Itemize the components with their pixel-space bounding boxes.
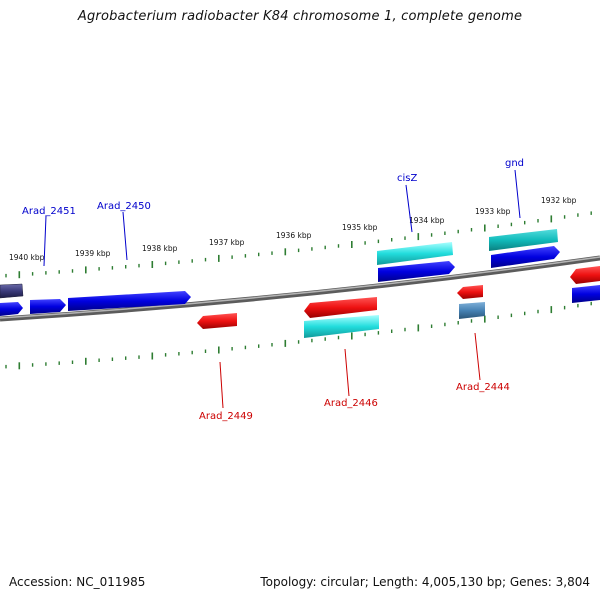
label-leaders <box>43 169 521 409</box>
gene-blue-right[interactable] <box>572 285 600 303</box>
label-arad-2446: Arad_2446 <box>324 398 378 409</box>
leader-arad-2449 <box>219 361 224 409</box>
reverse-genes <box>197 266 600 338</box>
outer-tick-track <box>5 211 592 279</box>
leader-cisz <box>405 184 413 233</box>
tick-label-1933: 1933 kbp <box>475 207 511 216</box>
gene-dark-left[interactable] <box>0 283 24 299</box>
tick-label-1939: 1939 kbp <box>75 249 111 258</box>
leader-arad-2446 <box>344 348 350 397</box>
gene-blue-left[interactable] <box>0 302 23 316</box>
tick-label-1932: 1932 kbp <box>541 196 577 205</box>
gene-blue-arad-2450[interactable] <box>68 291 191 311</box>
tick-label-1935: 1935 kbp <box>342 223 378 232</box>
leader-arad-2444 <box>474 332 481 381</box>
leader-gnd <box>514 169 521 219</box>
chromosome-backbone <box>0 255 600 322</box>
label-arad-2449: Arad_2449 <box>199 411 253 422</box>
gene-red-arad-2449[interactable] <box>197 313 237 329</box>
gene-red-arad-2444[interactable] <box>457 285 483 299</box>
tick-label-1940: 1940 kbp <box>9 253 45 262</box>
leader-arad-2451 <box>43 215 47 267</box>
tick-label-1936: 1936 kbp <box>276 231 312 240</box>
label-arad-2450: Arad_2450 <box>97 201 151 212</box>
label-gnd: gnd <box>505 158 524 169</box>
chromosome-backbone-highlight <box>0 256 600 319</box>
gene-labels: Arad_2451 Arad_2450 cisZ gnd Arad_2449 A… <box>22 158 524 422</box>
forward-genes <box>0 229 600 316</box>
leader-arad-2450 <box>122 211 128 261</box>
label-cisz: cisZ <box>397 173 417 184</box>
gene-steel-arad-2444[interactable] <box>459 302 485 319</box>
kbp-tick-labels: 1940 kbp 1939 kbp 1938 kbp 1937 kbp 1936… <box>9 196 577 262</box>
gene-teal-gnd[interactable] <box>489 229 558 251</box>
gene-cyan-cisz[interactable] <box>377 242 453 265</box>
label-arad-2444: Arad_2444 <box>456 382 510 393</box>
gene-blue-arad-2451[interactable] <box>30 299 66 314</box>
gene-red-right[interactable] <box>570 266 600 284</box>
inner-tick-track <box>5 301 592 370</box>
genome-title: Agrobacterium radiobacter K84 chromosome… <box>77 9 523 24</box>
tick-label-1938: 1938 kbp <box>142 244 178 253</box>
tick-label-1937: 1937 kbp <box>209 238 245 247</box>
genome-summary-text: Topology: circular; Length: 4,005,130 bp… <box>260 575 590 589</box>
gene-blue-cisz[interactable] <box>378 261 455 282</box>
label-arad-2451: Arad_2451 <box>22 206 76 217</box>
tick-label-1934: 1934 kbp <box>409 216 445 225</box>
accession-text: Accession: NC_011985 <box>9 575 146 589</box>
gene-blue-gnd[interactable] <box>491 246 560 268</box>
gene-red-arad-2446[interactable] <box>304 297 377 318</box>
gene-cyan-arad-2446[interactable] <box>304 315 379 338</box>
